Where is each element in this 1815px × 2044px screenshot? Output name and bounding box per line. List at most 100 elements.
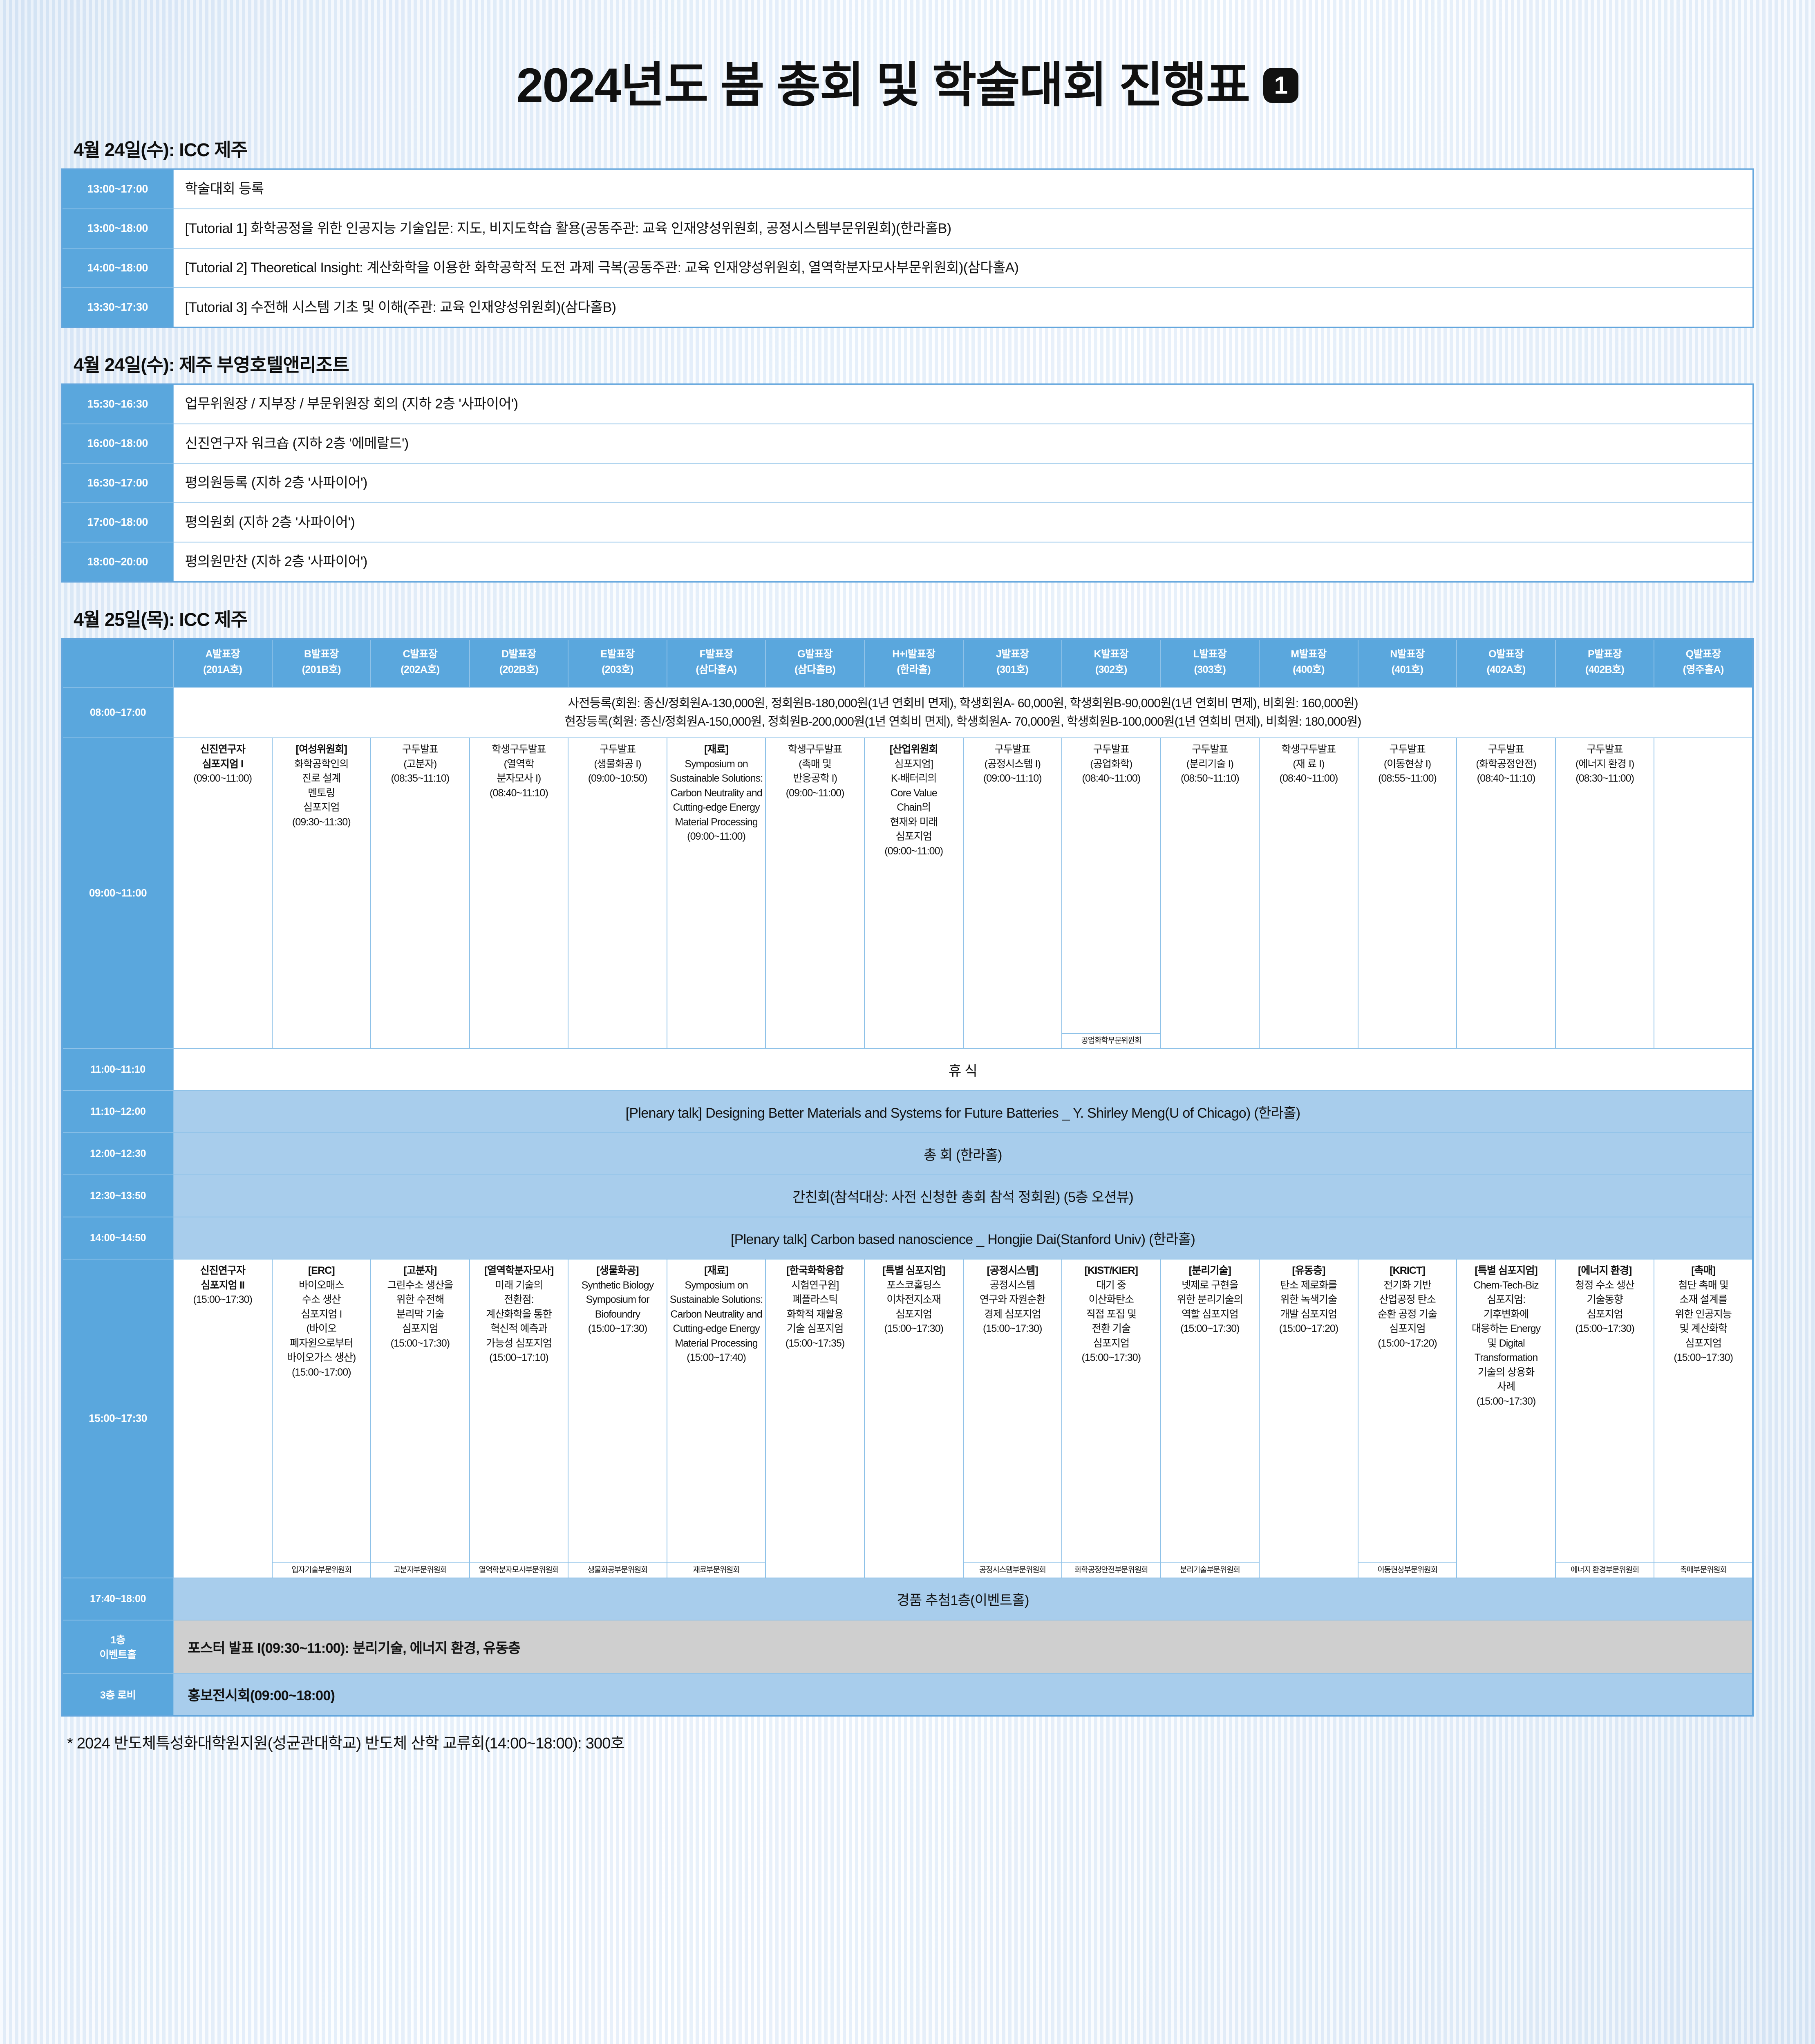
page-number-badge: 1 [1263, 68, 1299, 103]
session-title-line: 심포지엄 [1389, 1323, 1426, 1334]
session-cell-morning-session-4[interactable]: 학생구두발표 (열역학 분자모사 I) (08:40~11:10) [469, 737, 569, 1049]
session-cell-morning-session-13[interactable]: 구두발표 (이동현상 I) (08:55~11:00) [1357, 737, 1457, 1049]
session-cell-afternoon-session-16[interactable]: [촉매] 첨단 촉매 및 소재 설계를 위한 인공지능 및 계산화학 심포지엄 (15:00… [1654, 1259, 1753, 1578]
session-content: [분리기술] 넷제로 구현을 위한 분리기술의 역할 심포지엄 (15:00~17:30… [1163, 1264, 1258, 1578]
band-text-2: 총 회 (한라홀) [173, 1132, 1753, 1175]
session-cell-morning-session-6[interactable]: [재료] Symposium on Sustainable Solutions: … [666, 737, 766, 1049]
session-cell-afternoon-session-15[interactable]: [에너지 환경] 청정 수소 생산 기술동향 심포지엄 (15:00~17:30) 에너지… [1555, 1259, 1655, 1578]
session-title-line: 및 계산화학 [1679, 1323, 1727, 1334]
band-time-0: 11:00~11:10 [62, 1048, 174, 1091]
table-row: 13:30~17:30 [Tutorial 3] 수전해 시스템 기초 및 이해(… [61, 287, 1754, 328]
session-content: [생물화공] Synthetic Biology Symposium for Bi… [570, 1264, 665, 1578]
session-title-line: 화학적 재활용 [786, 1308, 844, 1320]
session-cell-morning-session-10[interactable]: 구두발표 (공업화학) (08:40~11:00) 공업화학부문위원회 [1061, 737, 1161, 1049]
session-cell-afternoon-session-8[interactable]: [특별 심포지엄] 포스코홀딩스 이차전지소재 심포지엄 (15:00~17:30) [864, 1259, 964, 1578]
table-row: 18:00~20:00 평의원만찬 (지하 2층 '사파이어') [61, 542, 1754, 582]
session-time: (15:00~17:30) [982, 1323, 1043, 1334]
session-title-line: [유동층] [1292, 1265, 1325, 1276]
session-title-line: 기술동향 [1587, 1294, 1623, 1305]
session-title-line: [한국화학융합 [786, 1265, 844, 1276]
session-cell-morning-session-11[interactable]: 구두발표 (분리기술 I) (08:50~11:10) [1160, 737, 1260, 1049]
session-cell-afternoon-session-13[interactable]: [KRICT] 전기화 기반 산업공정 탄소 순환 공정 기술 심포지엄 (15:00~1… [1357, 1259, 1457, 1578]
apr24-hotel-desc-2: 평의원등록 (지하 2층 '사파이어') [172, 463, 1754, 503]
session-cell-morning-session-14[interactable]: 구두발표 (화학공정안전) (08:40~11:10) [1456, 737, 1556, 1049]
table-row: 16:00~18:00 신진연구자 워크숍 (지하 2층 '에메랄드') [61, 423, 1754, 464]
session-content: 구두발표 (이동현상 I) (08:55~11:00) [1360, 742, 1455, 1048]
room-number: (203호) [602, 664, 633, 676]
session-time: (15:00~17:30) [1575, 1323, 1635, 1334]
apr24-icc-desc-0: 학술대회 등록 [172, 168, 1754, 209]
room-name: B발표장 [304, 648, 339, 660]
session-cell-morning-session-3[interactable]: 구두발표 (고분자) (08:35~11:10) [370, 737, 470, 1049]
table-row: 17:00~18:00 평의원회 (지하 2층 '사파이어') [61, 502, 1754, 542]
session-content: [한국화학융합 시험연구원] 폐플라스틱 화학적 재활용 기술 심포지엄 (15:00~1… [768, 1264, 862, 1578]
session-title-line: 계산화학을 통한 [486, 1308, 552, 1320]
session-title-line: 학생구두발표 [788, 744, 843, 755]
session-content: 구두발표 (생물화공 I) (09:00~10:50) [570, 742, 665, 1048]
page-root: 2024년도 봄 총회 및 학술대회 진행표 1 4월 24일(수): ICC … [61, 61, 1754, 1752]
committee-label: 열역학분자모사부문위원회 [470, 1562, 568, 1578]
session-time: (08:40~11:10) [1477, 773, 1536, 784]
session-title-line: 시험연구원] [791, 1279, 839, 1291]
session-cell-afternoon-session-11[interactable]: [분리기술] 넷제로 구현을 위한 분리기술의 역할 심포지엄 (15:00~17:30… [1160, 1259, 1260, 1578]
session-title-line: 폐플라스틱 [792, 1294, 838, 1305]
session-cell-morning-session-2[interactable]: [여성위원회] 화학공학인의 진로 설계 멘토링 심포지엄 (09:30~11:30) [271, 737, 372, 1049]
apr24-hotel-desc-0: 업무위원장 / 지부장 / 부문위원장 회의 (지하 2층 '사파이어') [172, 383, 1754, 424]
session-cell-morning-session-7[interactable]: 학생구두발표 (촉매 및 반응공학 I) (09:00~11:00) [765, 737, 865, 1049]
session-cell-afternoon-session-12[interactable]: [유동층] 탄소 제로화를 위한 녹색기술 개발 심포지엄 (15:00~17:20) [1259, 1259, 1358, 1578]
tail-time-line: 이벤트홀 [99, 1649, 137, 1661]
band-time-1: 11:10~12:00 [62, 1090, 174, 1133]
session-cell-afternoon-session-5[interactable]: [생물화공] Synthetic Biology Symposium for Bi… [568, 1259, 667, 1578]
session-title-line: 심포지엄 [895, 831, 932, 842]
session-title-line: 순환 공정 기술 [1378, 1308, 1437, 1320]
schedule-table-apr24-hotel: 15:30~16:30 업무위원장 / 지부장 / 부문위원장 회의 (지하 2층… [61, 383, 1754, 583]
session-time: (15:00~17:30) [1081, 1352, 1141, 1363]
morning-session: 09:00~11:00 신진연구자 심포지엄 I (09:00~11:00) [여성위원… [62, 737, 1753, 1049]
session-title-line: 개발 심포지엄 [1280, 1308, 1338, 1320]
session-title-line: 화학공학인의 [294, 758, 349, 770]
session-title-line: 청정 수소 생산 [1575, 1279, 1635, 1291]
footnote: * 2024 반도체특성화대학원지원(성균관대학교) 반도체 산학 교류회(14… [67, 1735, 625, 1752]
session-content: 학생구두발표 (열역학 분자모사 I) (08:40~11:10) [472, 742, 566, 1048]
session-cell-morning-session-16[interactable] [1654, 737, 1753, 1049]
session-title-line: 연구와 자원순환 [979, 1294, 1046, 1305]
session-cell-afternoon-session-14[interactable]: [특별 심포지엄] Chem-Tech-Biz 심포지엄: 기후변화에 대응하는 Ene… [1456, 1259, 1556, 1578]
session-title-line: 심포지엄: [1486, 1294, 1526, 1305]
room-name: E발표장 [600, 648, 635, 660]
apr24-hotel-time-4: 18:00~20:00 [61, 542, 174, 582]
session-cell-afternoon-session-2[interactable]: [ERC] 바이오매스 수소 생산 심포지엄 I (바이오 폐자원으로부터 바이오가스 생산… [271, 1259, 372, 1578]
session-title-line: (바이오 [306, 1323, 337, 1334]
session-time: (09:00~10:50) [588, 773, 648, 784]
session-cell-afternoon-session-3[interactable]: [고분자] 그린수소 생산을 위한 수전해 분리막 기술 심포지엄 (15:00~17:3… [370, 1259, 470, 1578]
committee-label: 공업화학부문위원회 [1062, 1033, 1160, 1048]
band-time-3: 12:30~13:50 [62, 1174, 174, 1217]
session-title-line: Symposium on Sustainable Solutions: Carb… [669, 758, 763, 828]
session-cell-afternoon-session-10[interactable]: [KIST/KIER] 대기 중 이산화탄소 직접 포집 및 전환 기술 심포지엄 (15:… [1061, 1259, 1161, 1578]
session-cell-afternoon-session-4[interactable]: [열역학분자모사] 미래 기술의 전환점: 계산화학을 통한 혁신적 예측과 가능성 심포… [469, 1259, 569, 1578]
room-number: (401호) [1391, 664, 1423, 676]
session-title-line: (촉매 및 [799, 758, 832, 770]
session-cell-afternoon-session-1[interactable]: 신진연구자 심포지엄 II (15:00~17:30) [173, 1259, 273, 1578]
session-title-line: [특별 심포지엄] [1475, 1265, 1537, 1276]
session-cell-morning-session-9[interactable]: 구두발표 (공정시스템 I) (09:00~11:10) [962, 737, 1063, 1049]
session-cell-afternoon-session-7[interactable]: [한국화학융합 시험연구원] 폐플라스틱 화학적 재활용 기술 심포지엄 (15:00~1… [765, 1259, 865, 1578]
session-title-line: K-배터리의 [891, 773, 937, 784]
committee-label: 이동현상부문위원회 [1358, 1562, 1457, 1578]
session-cell-afternoon-session-6[interactable]: [재료] Symposium on Sustainable Solutions: … [666, 1259, 766, 1578]
session-cell-morning-session-1[interactable]: 신진연구자 심포지엄 I (09:00~11:00) [173, 737, 273, 1049]
session-title-line: (에너지 환경 I) [1575, 758, 1634, 770]
session-title-line: 진로 설계 [302, 773, 341, 784]
tail-time-line: 1층 [110, 1634, 125, 1646]
session-cell-morning-session-12[interactable]: 학생구두발표 (재 료 I) (08:40~11:00) [1259, 737, 1358, 1049]
session-cell-morning-session-15[interactable]: 구두발표 (에너지 환경 I) (08:30~11:00) [1555, 737, 1655, 1049]
session-time: (08:55~11:00) [1378, 773, 1437, 784]
session-time: (09:30~11:30) [292, 816, 351, 828]
session-cell-morning-session-5[interactable]: 구두발표 (생물화공 I) (09:00~10:50) [568, 737, 667, 1049]
session-title-line: 학생구두발표 [1281, 744, 1336, 755]
session-title-line: (공정시스템 I) [984, 758, 1041, 770]
session-content: [촉매] 첨단 촉매 및 소재 설계를 위한 인공지능 및 계산화학 심포지엄 (15:00… [1656, 1264, 1750, 1578]
session-time: (15:00~17:35) [785, 1337, 845, 1349]
session-cell-morning-session-8[interactable]: [산업위원회 심포지엄] K-배터리의 Core Value Chain의 현재와 미래 심… [864, 737, 964, 1049]
session-cell-afternoon-session-9[interactable]: [공정시스템] 공정시스템 연구와 자원순환 경제 심포지엄 (15:00~17:30)… [962, 1259, 1063, 1578]
room-number: (202A호) [401, 664, 440, 676]
